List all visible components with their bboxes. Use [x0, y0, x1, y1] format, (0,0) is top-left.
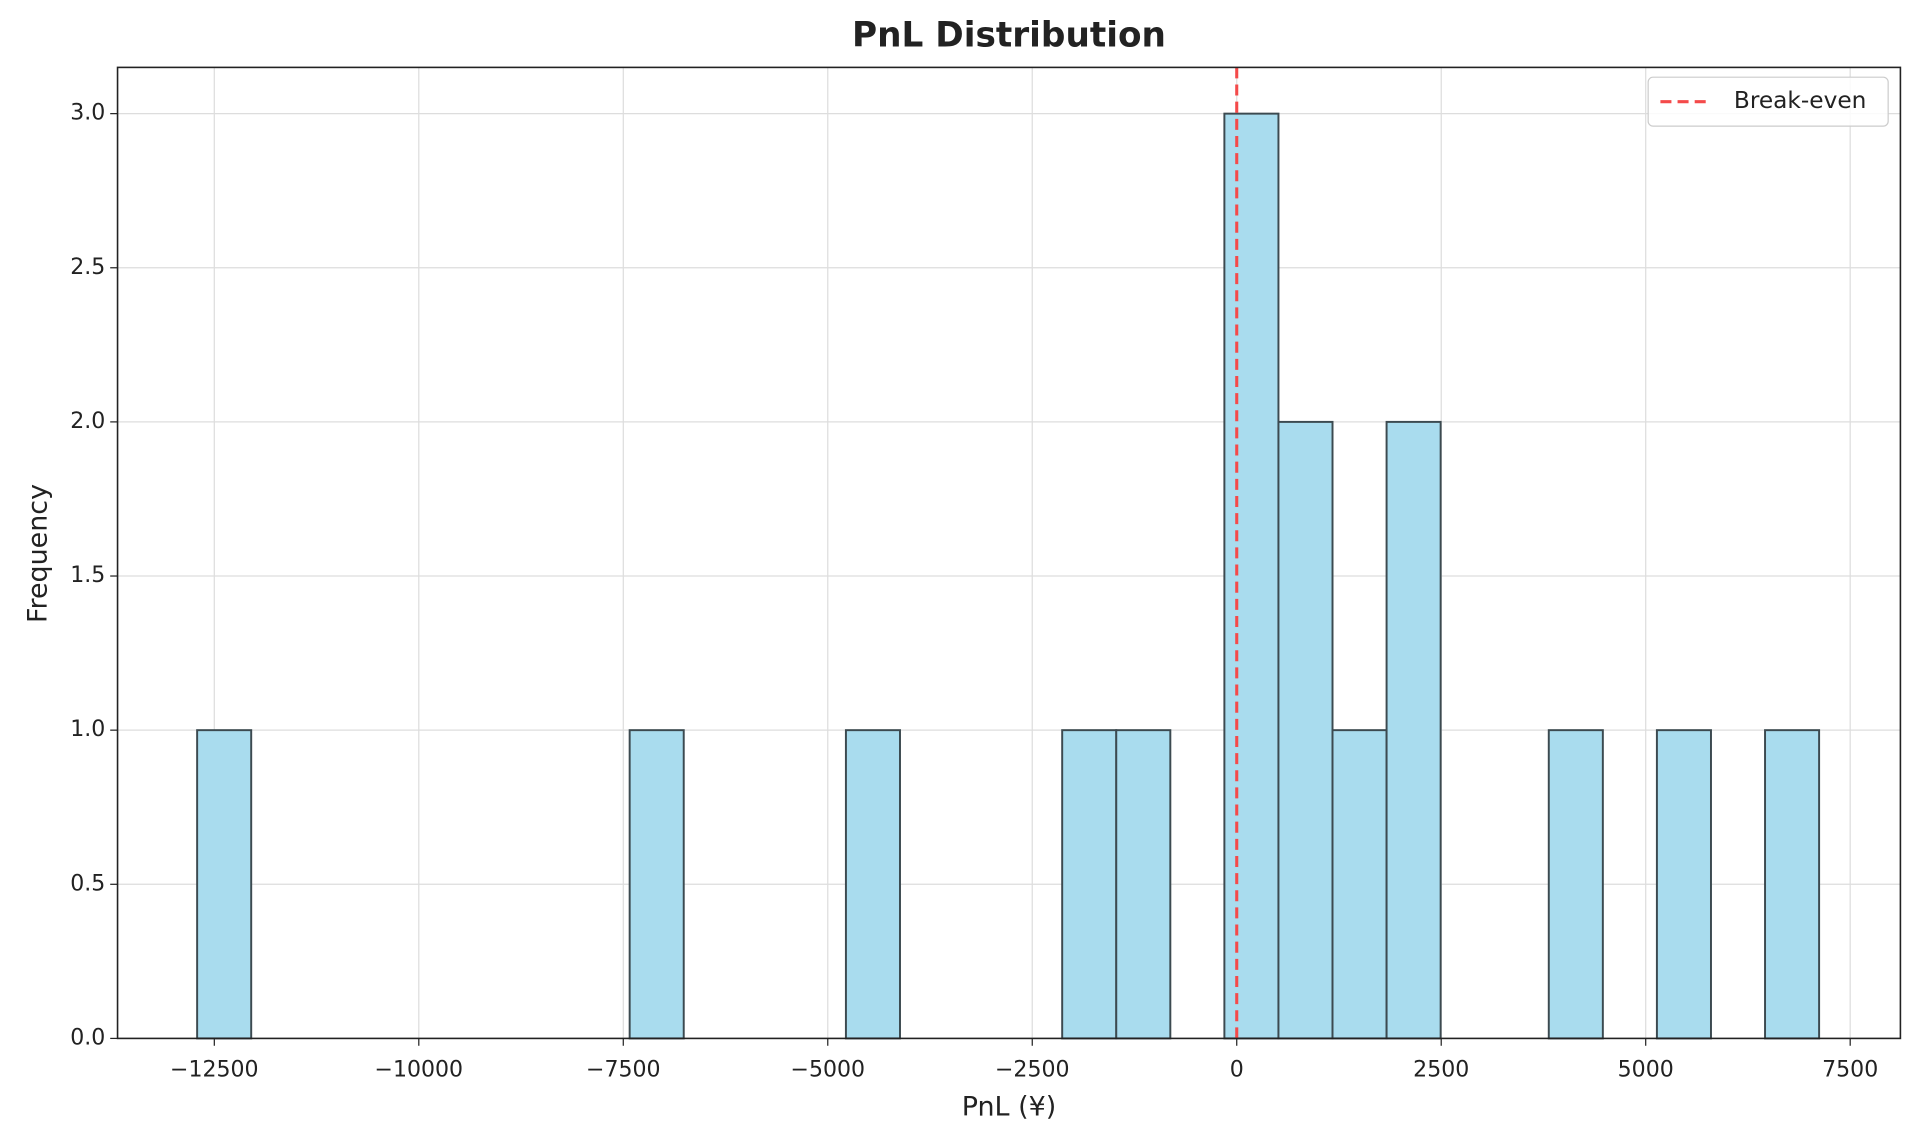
bar — [1331, 729, 1388, 1040]
bar — [844, 729, 901, 1040]
x-tick-label: 5000 — [1618, 1057, 1674, 1082]
bar — [1655, 729, 1712, 1040]
y-tick-label: 0.5 — [70, 871, 105, 896]
bar — [1764, 729, 1821, 1040]
bar — [1115, 729, 1172, 1040]
x-axis-label: PnL (¥) — [962, 1092, 1057, 1123]
y-tick-label: 0.0 — [70, 1025, 105, 1050]
plot-frame — [116, 66, 1902, 1040]
y-tick-label: 2.0 — [70, 409, 105, 434]
bar — [196, 729, 253, 1040]
x-tick-label: −12500 — [170, 1057, 259, 1082]
x-tick-label: 2500 — [1413, 1057, 1469, 1082]
bar — [1277, 420, 1334, 1040]
bar — [1385, 420, 1442, 1040]
bar — [628, 729, 685, 1040]
y-tick-label: 1.5 — [70, 563, 105, 588]
y-axis-label: Frequency — [23, 484, 54, 623]
y-tick-label: 2.5 — [70, 255, 105, 280]
x-tick-label: −2500 — [995, 1057, 1070, 1082]
bar — [1061, 729, 1118, 1040]
bar — [1547, 729, 1604, 1040]
x-tick-label: 7500 — [1822, 1057, 1878, 1082]
bar — [1223, 112, 1280, 1040]
y-tick-label: 1.0 — [70, 717, 105, 742]
x-tick-label: −5000 — [791, 1057, 866, 1082]
y-tick-label: 3.0 — [70, 101, 105, 126]
x-tick-label: −7500 — [586, 1057, 661, 1082]
legend-box — [1647, 76, 1889, 127]
x-tick-label: 0 — [1230, 1057, 1244, 1082]
legend-label: Break-even — [1734, 87, 1867, 114]
x-tick-label: −10000 — [375, 1057, 464, 1082]
chart-title: PnL Distribution — [852, 15, 1166, 55]
